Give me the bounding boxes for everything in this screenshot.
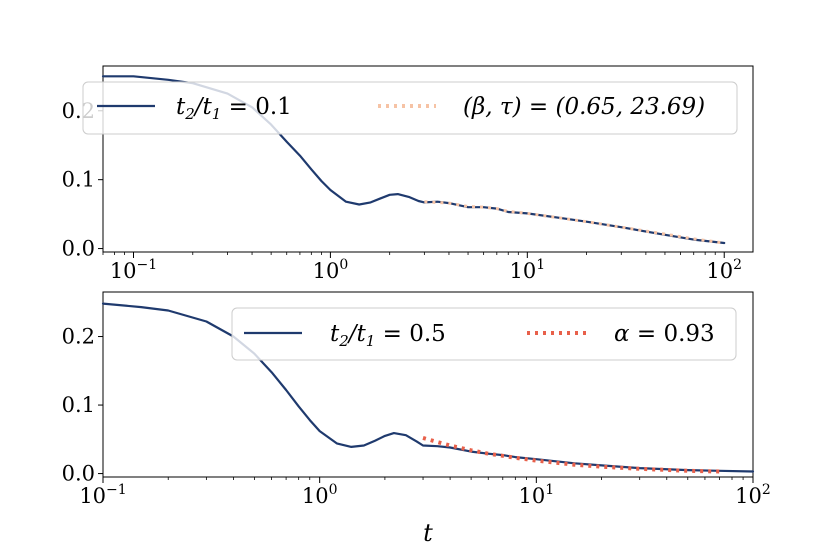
bottom-legend-box (231, 307, 737, 361)
y-tick-label: 0.1 (62, 168, 95, 192)
bottom-y-axis: 0.0 0.1 0.2 (62, 325, 103, 486)
bottom-panel: 0.0 0.1 0.2 10−1 100 101 102 t2/t1 = 0.5 α = … (62, 291, 771, 547)
bottom-legend-label-series1: t2/t1 = 0.5 (330, 321, 446, 350)
bottom-legend-label-series2: α = 0.93 (614, 321, 715, 347)
x-tick-label: 101 (509, 257, 545, 283)
x-tick-label: 100 (302, 482, 338, 508)
x-tick-label: 10−1 (79, 482, 126, 508)
x-tick-label: 102 (706, 257, 742, 283)
x-tick-label: 100 (313, 257, 349, 283)
top-x-axis: 10−1 100 101 102 (102, 252, 742, 283)
top-panel: 0.00.10.2 10−1 100 101 102 t2/t1 = 0.1 (β, … (62, 65, 754, 283)
y-tick-label: 0.2 (62, 325, 95, 349)
y-tick-label: 0.0 (62, 462, 95, 486)
top-legend-label-series2: (β, τ) = (0.65, 23.69) (463, 94, 705, 120)
x-tick-label: 102 (735, 482, 771, 508)
top-legend: t2/t1 = 0.1 (β, τ) = (0.65, 23.69) (82, 81, 738, 135)
x-tick-label: 101 (519, 482, 555, 508)
y-tick-label: 0.0 (62, 237, 95, 261)
fit-series-line (422, 435, 720, 474)
bottom-x-axis: 10−1 100 101 102 (79, 477, 771, 508)
x-tick-label: 10−1 (110, 257, 157, 283)
bottom-legend: t2/t1 = 0.5 α = 0.93 (231, 307, 737, 361)
x-axis-label: t (423, 519, 433, 547)
top-legend-label-series1: t2/t1 = 0.1 (176, 94, 292, 123)
top-plot-frame (102, 65, 754, 253)
bottom-plot-frame (102, 291, 754, 478)
y-tick-label: 0.1 (62, 393, 95, 417)
